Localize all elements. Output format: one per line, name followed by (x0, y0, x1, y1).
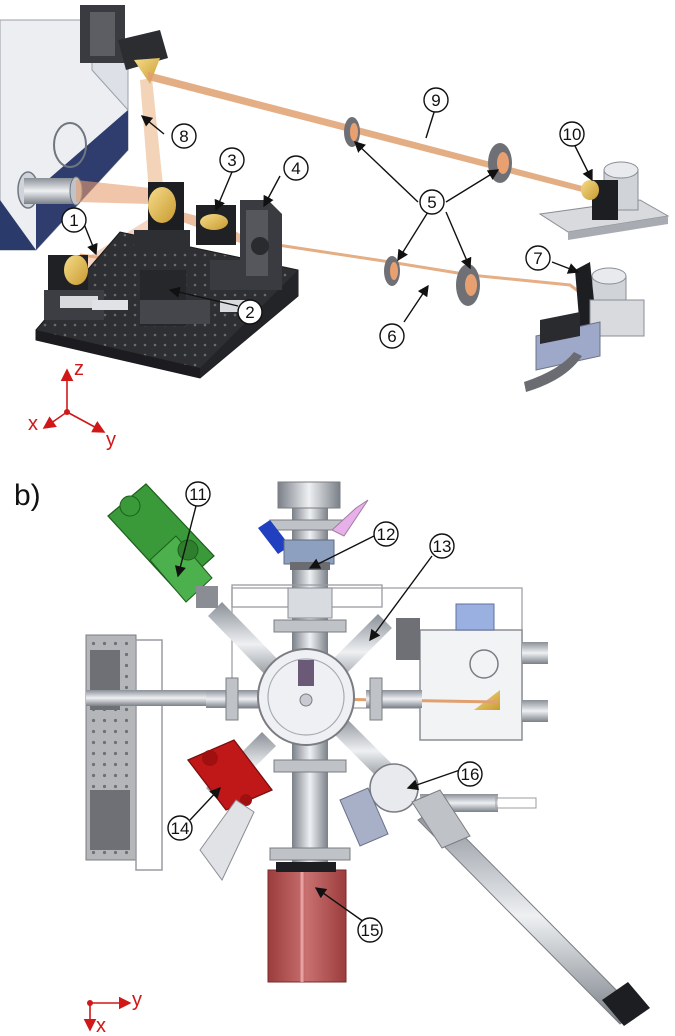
callout-circle (373, 521, 399, 547)
callout-number: 3 (227, 151, 236, 170)
panel-b: b) (14, 479, 650, 1036)
left-breadboard (85, 634, 163, 871)
gold-mirror-3 (200, 214, 228, 230)
callout-number: 2 (245, 303, 254, 322)
callout-number: 15 (361, 921, 380, 940)
callout-8: 8 (171, 123, 197, 149)
gold-mirror-b (474, 690, 500, 710)
callout-circle (185, 481, 211, 507)
callout-3: 3 (219, 147, 245, 173)
callout-circle (219, 147, 245, 173)
callout-circle (167, 815, 193, 841)
lens-lower-1 (384, 256, 400, 286)
callout-circle (283, 155, 309, 181)
callout-circle (379, 323, 405, 349)
callout-number: 1 (69, 211, 78, 230)
callout-circle (457, 761, 483, 787)
callout-circle (357, 917, 383, 943)
callout-10: 10 (559, 121, 585, 147)
right-optics-box (231, 587, 548, 741)
lens-lower-2 (456, 264, 480, 306)
callout-number: 11 (189, 485, 207, 504)
callout-13: 13 (429, 533, 455, 559)
callout-number: 10 (563, 125, 582, 144)
callout-circle (61, 207, 87, 233)
left-beam-tube (86, 690, 216, 706)
callout-7: 7 (525, 245, 551, 271)
top-motor-mount (80, 5, 168, 84)
callout-number: 4 (291, 159, 300, 178)
callout-circle (559, 121, 585, 147)
callout-circle (423, 87, 449, 113)
manipulator-arm (411, 789, 650, 1026)
exit-tube (24, 178, 76, 204)
callout-1: 1 (61, 207, 87, 233)
callout-4: 4 (283, 155, 309, 181)
breadboard-components (44, 182, 282, 326)
callout-15: 15 (357, 917, 383, 943)
detector-assembly-7 (524, 262, 645, 392)
copper-block-15 (267, 862, 347, 983)
callout-number: 6 (387, 327, 396, 346)
callout-number: 13 (433, 537, 452, 556)
callout-9: 9 (423, 87, 449, 113)
lens-upper-1 (344, 117, 360, 147)
callout-16: 16 (457, 761, 483, 787)
gold-mirror-center (148, 187, 176, 223)
lens-upper-2 (488, 143, 512, 183)
callout-6: 6 (379, 323, 405, 349)
callout-leaders-a (83, 105, 593, 323)
callout-number: 9 (431, 91, 440, 110)
panel-a: a) (0, 5, 670, 451)
callout-circle (429, 533, 455, 559)
callout-12: 12 (373, 521, 399, 547)
central-sphere (257, 648, 355, 746)
axes-b: y x (83, 989, 142, 1036)
axis-a-y-label: y (106, 429, 116, 451)
axis-a-x-label: x (28, 413, 38, 435)
callout-number: 7 (533, 249, 542, 268)
callout-number: 12 (377, 525, 396, 544)
callout-11: 11 (185, 481, 211, 507)
callout-number: 16 (461, 765, 480, 784)
axis-b-x-label: x (96, 1015, 106, 1036)
callout-circle (237, 299, 263, 325)
axes-a: z x y (28, 358, 116, 451)
axis-b-y-label: y (132, 989, 142, 1011)
callout-number: 5 (427, 193, 436, 212)
axis-a-z-label: z (74, 358, 84, 380)
callout-number: 14 (171, 819, 190, 838)
detector-assembly-10 (538, 161, 670, 240)
gold-mirror-top (134, 58, 160, 84)
callout-circle (419, 189, 445, 215)
callout-leaders-b (175, 505, 461, 923)
callout-5: 5 (419, 189, 445, 215)
callout-14: 14 (167, 815, 193, 841)
callout-circle (525, 245, 551, 271)
callout-circle (171, 123, 197, 149)
callout-number: 8 (179, 127, 188, 146)
gold-mirror-1 (64, 255, 88, 285)
panel-b-label: b) (14, 479, 41, 512)
callout-2: 2 (237, 299, 263, 325)
